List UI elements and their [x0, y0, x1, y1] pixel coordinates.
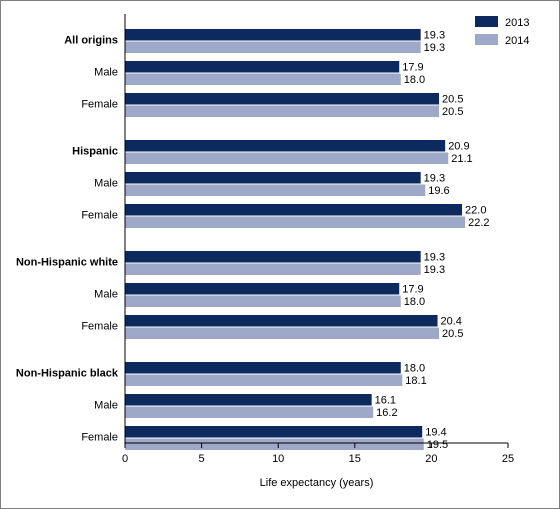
category-label-male: Male — [94, 67, 118, 79]
category-label-male: Male — [94, 400, 118, 412]
bar-2014-male — [125, 184, 426, 196]
value-label-2014-male: 19.6 — [428, 185, 449, 197]
value-label-2013-non-hispanic-black: 18.0 — [404, 363, 425, 375]
category-label-female: Female — [81, 321, 118, 333]
bar-2014-all-origins — [125, 41, 421, 53]
axis-layer: 0 5 10 15 20 25 Life expectancy (years) — [122, 14, 514, 489]
value-label-2014-female: 22.2 — [468, 217, 489, 229]
x-tick-label-20: 20 — [425, 453, 437, 465]
bar-2014-male — [125, 295, 401, 307]
value-label-2014-all-origins: 19.3 — [424, 42, 445, 54]
bars-layer — [125, 29, 466, 450]
bar-2014-non-hispanic-white — [125, 263, 421, 275]
legend-label-2014: 2014 — [505, 35, 529, 47]
x-axis-title: Life expectancy (years) — [260, 477, 374, 489]
value-label-2014-male: 18.0 — [404, 296, 425, 308]
value-label-2013-male: 17.9 — [402, 284, 423, 296]
bar-2013-hispanic — [125, 140, 446, 152]
category-label-male: Male — [94, 289, 118, 301]
x-tick-label-0: 0 — [122, 453, 128, 465]
value-label-2014-female: 20.5 — [442, 106, 463, 118]
value-label-2014-male: 18.0 — [404, 74, 425, 86]
category-label-non-hispanic-black: Non-Hispanic black — [16, 368, 119, 380]
bar-2014-female — [125, 438, 424, 450]
category-label-female: Female — [81, 432, 118, 444]
bar-2013-non-hispanic-black — [125, 362, 401, 374]
value-label-2013-all-origins: 19.3 — [424, 30, 445, 42]
x-tick-label-10: 10 — [272, 453, 284, 465]
value-label-2014-non-hispanic-white: 19.3 — [424, 264, 445, 276]
value-label-2013-non-hispanic-white: 19.3 — [424, 252, 445, 264]
value-label-2014-male: 16.2 — [376, 407, 397, 419]
value-label-2014-hispanic: 21.1 — [451, 153, 472, 165]
legend-swatch-2013 — [475, 16, 498, 27]
value-label-2013-female: 22.0 — [465, 205, 486, 217]
category-label-female: Female — [81, 210, 118, 222]
bar-2013-male — [125, 61, 400, 73]
value-label-2014-female: 20.5 — [442, 328, 463, 340]
legend: 2013 2014 — [475, 16, 529, 47]
bar-2014-female — [125, 105, 440, 117]
legend-swatch-2014 — [475, 34, 498, 45]
bar-2014-male — [125, 406, 374, 418]
bar-2013-male — [125, 172, 421, 184]
category-label-non-hispanic-white: Non-Hispanic white — [16, 257, 118, 269]
value-label-2013-female: 19.4 — [425, 427, 446, 439]
value-label-2013-female: 20.5 — [442, 94, 463, 106]
category-label-hispanic: Hispanic — [72, 146, 118, 158]
value-label-2014-female: 19.5 — [427, 439, 448, 451]
bar-2013-non-hispanic-white — [125, 251, 421, 263]
category-label-female: Female — [81, 99, 118, 111]
value-label-2013-male: 16.1 — [375, 395, 396, 407]
category-label-all-origins: All origins — [64, 35, 118, 47]
bar-2013-female — [125, 204, 463, 216]
value-label-2014-non-hispanic-black: 18.1 — [405, 375, 426, 387]
legend-label-2013: 2013 — [505, 17, 529, 29]
bar-2014-non-hispanic-black — [125, 374, 403, 386]
category-label-male: Male — [94, 178, 118, 190]
bar-2013-female — [125, 93, 440, 105]
bar-2014-male — [125, 73, 401, 85]
x-tick-label-5: 5 — [199, 453, 205, 465]
x-tick-label-15: 15 — [349, 453, 361, 465]
bar-2013-female — [125, 315, 438, 327]
bar-2013-female — [125, 426, 423, 438]
value-label-2013-hispanic: 20.9 — [448, 141, 469, 153]
bar-2013-male — [125, 394, 372, 406]
value-label-2013-female: 20.4 — [441, 316, 462, 328]
x-tick-label-25: 25 — [502, 453, 514, 465]
bar-2013-male — [125, 283, 400, 295]
bar-2014-female — [125, 216, 466, 228]
bar-2014-hispanic — [125, 152, 449, 164]
value-label-2013-male: 17.9 — [402, 62, 423, 74]
value-label-2013-male: 19.3 — [424, 173, 445, 185]
bar-2014-female — [125, 327, 440, 339]
bar-2013-all-origins — [125, 29, 421, 41]
